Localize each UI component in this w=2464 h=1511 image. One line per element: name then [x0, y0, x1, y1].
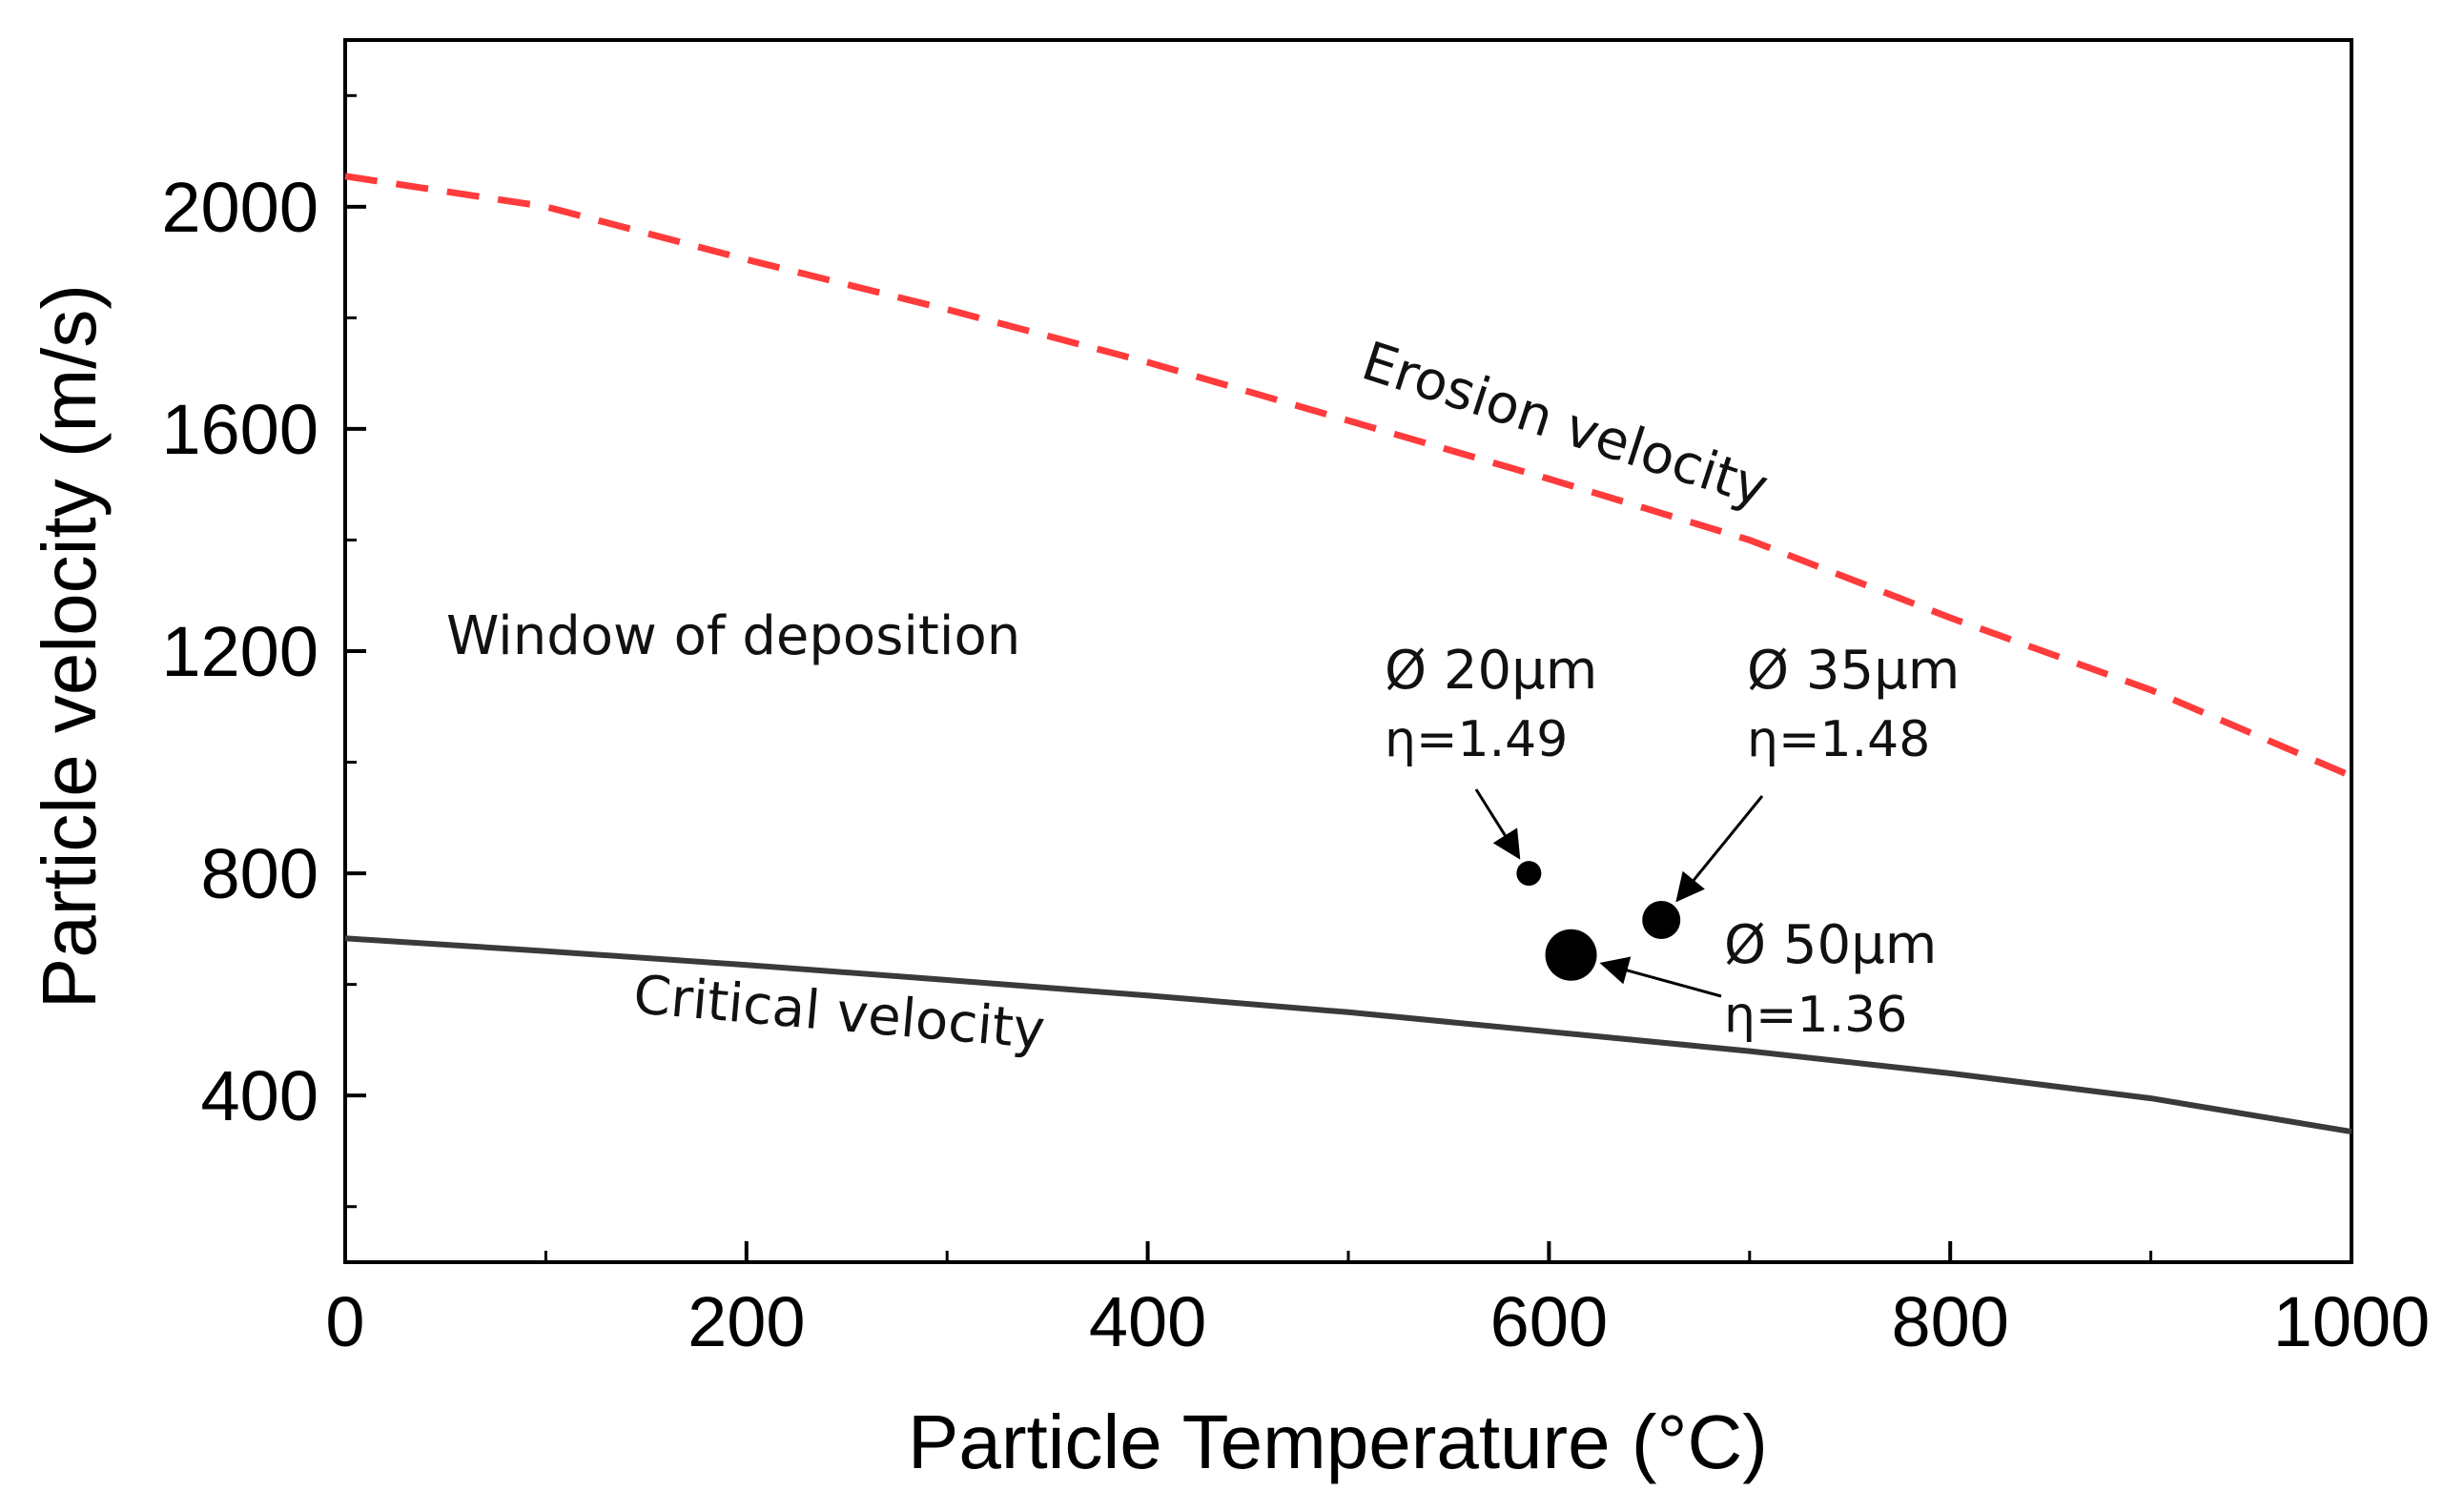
- erosion-velocity-label: Erosion velocity: [1355, 330, 1776, 520]
- x-tick-label: 600: [1490, 1282, 1608, 1361]
- point-35-eta: η=1.48: [1747, 711, 1930, 768]
- point-20-label: Ø 20μm: [1385, 640, 1597, 702]
- y-tick-label: 400: [201, 1056, 318, 1135]
- x-tick-label: 400: [1089, 1282, 1206, 1361]
- x-tick-label: 0: [325, 1282, 364, 1361]
- point-35-marker: [1642, 901, 1681, 940]
- x-tick-label: 200: [688, 1282, 805, 1361]
- x-tick-label: 1000: [2273, 1282, 2431, 1361]
- critical-velocity-line: [344, 935, 2352, 1135]
- point-50-eta: η=1.36: [1724, 987, 1907, 1044]
- y-tick-label: 800: [201, 834, 318, 913]
- x-axis-title: Particle Temperature (°C): [908, 1399, 1768, 1484]
- x-tick-label: 800: [1891, 1282, 2008, 1361]
- arrow-50: [1599, 956, 1722, 998]
- axis-tick-labels: 0 200 400 600 800 1000 400 800 1200 1600 2000: [161, 168, 2430, 1361]
- arrow-20: [1474, 788, 1521, 860]
- y-tick-label: 2000: [161, 168, 318, 247]
- erosion-velocity-line: [344, 173, 2353, 780]
- arrow-35: [1675, 795, 1764, 903]
- y-tick-label: 1200: [161, 612, 318, 691]
- point-20-eta: η=1.49: [1385, 711, 1568, 768]
- point-35-label: Ø 35μm: [1747, 640, 1960, 702]
- y-axis-title: Particle velocity (m/s): [27, 284, 112, 1009]
- region-label: Window of deposition: [446, 605, 1020, 667]
- point-50-marker: [1545, 929, 1597, 981]
- particle-points: [1516, 861, 1681, 981]
- point-50-label: Ø 50μm: [1724, 914, 1937, 976]
- y-tick-label: 1600: [161, 390, 318, 469]
- annotation-arrows: [1474, 788, 1764, 998]
- axis-ticks: [343, 93, 2353, 1262]
- point-20-marker: [1516, 861, 1542, 887]
- critical-velocity-label: Critical velocity: [631, 964, 1048, 1061]
